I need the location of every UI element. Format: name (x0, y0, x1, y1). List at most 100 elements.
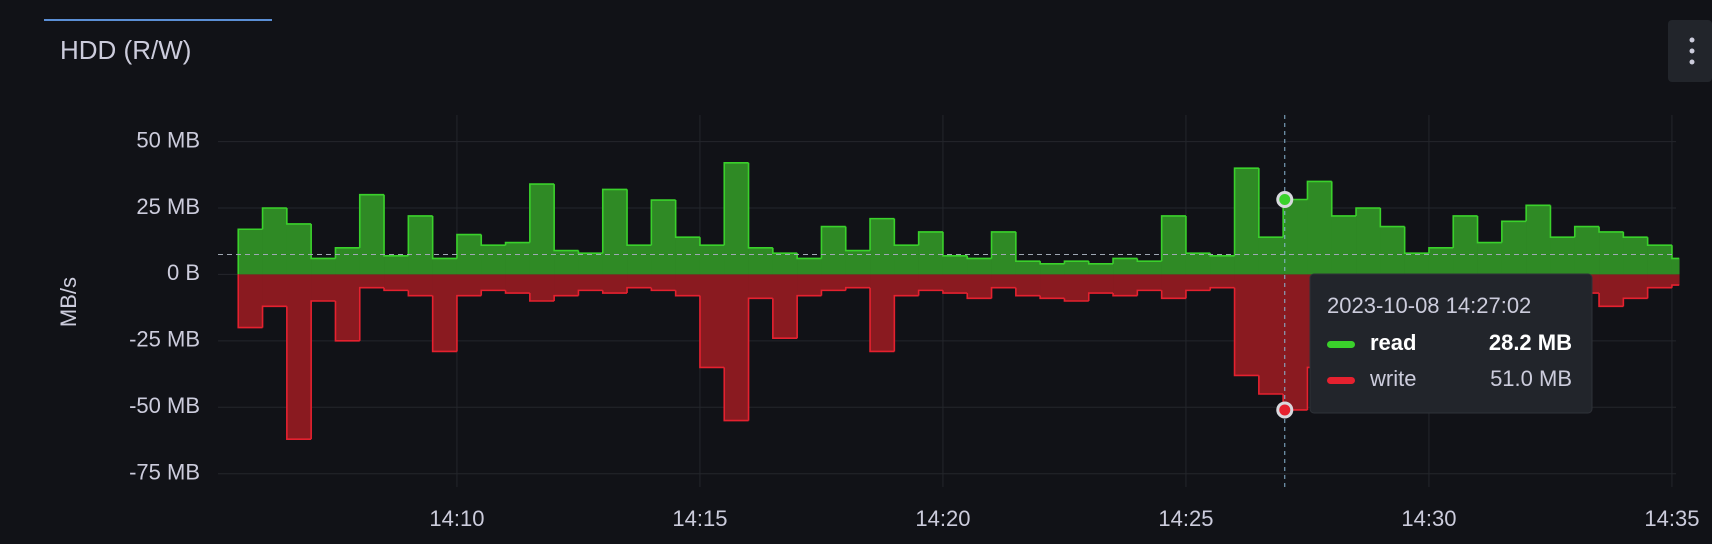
area-step (894, 245, 919, 275)
area-step (408, 274, 433, 296)
y-tick-label: -25 MB (129, 327, 200, 352)
step-line (601, 188, 628, 254)
step-line (674, 290, 700, 297)
area-step (1671, 274, 1680, 286)
tooltip-value: 51.0 MB (1490, 366, 1572, 391)
area-step (384, 255, 409, 275)
area-step (1453, 215, 1478, 275)
step-line (1622, 231, 1648, 239)
area-step (967, 258, 992, 275)
area-step (845, 250, 871, 275)
area-step (481, 245, 506, 275)
step-line (1112, 257, 1138, 264)
area-step (942, 255, 968, 275)
area-step (1064, 274, 1090, 301)
area-step (1331, 215, 1357, 275)
step-line (480, 234, 506, 246)
step-line (310, 223, 336, 260)
area-step (311, 274, 336, 301)
step-line (1525, 204, 1551, 222)
area-step (1307, 181, 1333, 275)
step-line (504, 241, 530, 246)
area-step (1599, 274, 1624, 307)
y-tick-label: 50 MB (136, 127, 200, 152)
area-step (699, 274, 725, 368)
step-line (261, 305, 287, 328)
menu-button[interactable] (1668, 20, 1712, 82)
step-line (1233, 167, 1259, 256)
area-step (529, 184, 555, 275)
y-tick-label: 0 B (167, 260, 200, 285)
area-step (432, 258, 458, 275)
step-line (358, 193, 385, 248)
area-step (384, 274, 409, 291)
area-step (286, 274, 312, 440)
area-step (1210, 255, 1235, 275)
step-line (407, 215, 433, 256)
area-step (1015, 274, 1041, 296)
menu-dot[interactable] (1689, 59, 1695, 65)
area-step (335, 274, 361, 341)
step-line (1646, 237, 1672, 246)
tooltip-time: 2023-10-08 14:27:02 (1327, 293, 1531, 318)
step-line (626, 286, 652, 294)
area-step (1161, 274, 1187, 299)
area-step (1404, 253, 1430, 275)
step-line (893, 218, 919, 246)
area-step (1015, 261, 1041, 275)
area-step (578, 253, 604, 275)
area-step (1113, 258, 1138, 275)
area-step (967, 274, 992, 299)
menu-dot[interactable] (1689, 48, 1695, 54)
area-step (311, 258, 336, 275)
step-line (286, 208, 312, 225)
area-step (238, 274, 263, 328)
step-line (1258, 168, 1284, 239)
step-line (747, 297, 773, 421)
tooltip-name: write (1369, 366, 1416, 391)
area-step (1380, 226, 1405, 275)
step-line (796, 294, 822, 339)
area-step (262, 274, 288, 307)
step-line (626, 189, 652, 246)
area-step (408, 215, 433, 275)
area-step (675, 274, 701, 296)
x-tick-label: 14:20 (915, 506, 970, 531)
area-step (651, 200, 676, 275)
step-line (990, 286, 1016, 299)
area-step (1040, 263, 1065, 275)
step-line (383, 194, 409, 257)
area-step (286, 223, 312, 275)
step-line (723, 367, 749, 422)
area-step (1283, 274, 1308, 410)
hover-point (1276, 190, 1294, 208)
area-step (1550, 237, 1576, 275)
step-line (1428, 247, 1454, 254)
area-step (554, 274, 579, 296)
step-line (1306, 180, 1332, 200)
y-tick-label: 25 MB (136, 194, 200, 219)
area-step (1671, 258, 1680, 275)
step-line (577, 289, 603, 296)
area-step (1137, 274, 1162, 291)
menu-dot[interactable] (1689, 37, 1695, 43)
step-line (942, 290, 968, 294)
area-step (699, 245, 725, 275)
step-line (990, 231, 1016, 259)
area-step (1113, 274, 1138, 296)
step-line (1403, 226, 1429, 254)
area-step (1258, 274, 1284, 394)
step-line (674, 200, 700, 239)
step-line (358, 286, 385, 341)
step-line (1476, 215, 1502, 244)
step-line (1160, 215, 1186, 262)
area-step (602, 189, 628, 275)
area-step (991, 274, 1017, 288)
area-step (529, 274, 555, 301)
area-step (262, 208, 288, 275)
area-step (627, 274, 652, 288)
step-line (1015, 287, 1041, 297)
area-step (1064, 261, 1090, 275)
step-line (723, 162, 749, 246)
